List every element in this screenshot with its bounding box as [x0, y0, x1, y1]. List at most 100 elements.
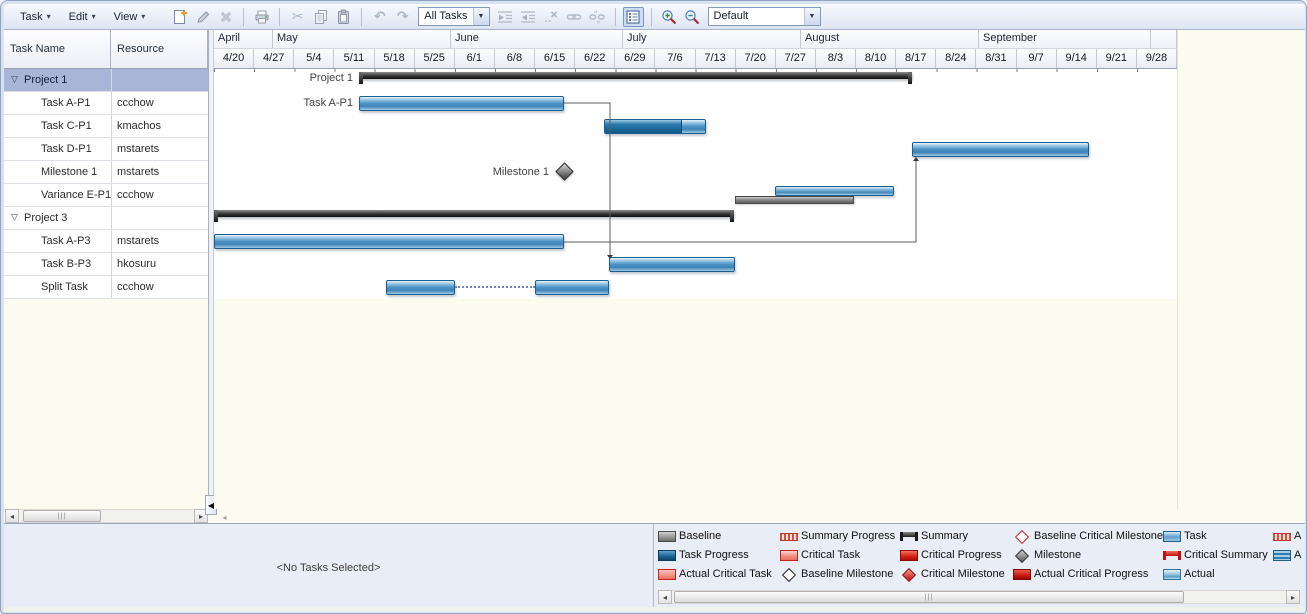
task-bar[interactable]: [604, 119, 706, 134]
legend-label: Summary Progress: [801, 530, 896, 542]
table-row[interactable]: Variance E-P1 ccchow: [4, 184, 208, 207]
view-preset-combobox[interactable]: Default ▼: [707, 7, 821, 26]
table-horizontal-scrollbar[interactable]: ◂ ||| ▸: [5, 509, 208, 523]
zoom-in-button[interactable]: [659, 7, 680, 27]
legend-label: Actual Critical Task: [679, 568, 772, 580]
toolbar-group-left: ✂ ↶ ↷: [169, 7, 413, 27]
outdent-button[interactable]: [518, 7, 539, 27]
scrollbar-track[interactable]: |||: [19, 509, 194, 523]
zoom-out-button[interactable]: [682, 7, 703, 27]
baseline-bar: [735, 196, 854, 204]
legend-swatch: [1013, 550, 1031, 561]
critical-progress-icon: [900, 549, 918, 561]
week-header-cell: 4/27: [254, 49, 295, 68]
cut-button[interactable]: ✂: [287, 7, 308, 27]
edit-task-button[interactable]: [192, 7, 213, 27]
undo-icon: ↶: [373, 8, 386, 25]
milestone-icon: [1013, 550, 1031, 561]
window-bottom-chrome: [4, 607, 1305, 612]
summary-bar[interactable]: [359, 72, 912, 84]
legend-label: Actual Critical Progress: [1034, 568, 1149, 580]
task-bar[interactable]: [535, 280, 609, 295]
table-row[interactable]: Task A-P1 ccchow: [4, 92, 208, 115]
combo-dropdown-button[interactable]: ▼: [803, 8, 820, 25]
week-header-cell: 8/10: [856, 49, 897, 68]
column-divider: [111, 276, 112, 298]
column-divider: [111, 69, 112, 91]
scroll-left-button[interactable]: ◂: [658, 590, 672, 604]
table-row[interactable]: Task A-P3 mstarets: [4, 230, 208, 253]
column-header-task-name[interactable]: Task Name: [4, 30, 111, 68]
redo-button[interactable]: ↷: [392, 7, 413, 27]
column-divider: [111, 230, 112, 252]
scroll-right-button[interactable]: ▸: [194, 509, 208, 523]
resource-cell: ccchow: [117, 189, 154, 201]
week-header-cell: 9/21: [1097, 49, 1137, 68]
unlink-button[interactable]: [587, 7, 608, 27]
task-bar[interactable]: [609, 257, 735, 272]
chart-scroll-left-button[interactable]: ◂: [222, 513, 227, 522]
menu-task[interactable]: Task ▾: [10, 8, 59, 26]
expand-toggle-icon[interactable]: ▽: [11, 74, 18, 84]
table-row[interactable]: Milestone 1 mstarets: [4, 161, 208, 184]
summary-progress-icon: [780, 531, 798, 542]
table-row[interactable]: Task C-P1 kmachos: [4, 115, 208, 138]
actual-bar[interactable]: [775, 186, 894, 196]
timeline-months-row: April May June July August September: [214, 30, 1177, 49]
legend-toggle-button[interactable]: [622, 6, 644, 27]
scroll-right-button[interactable]: ▸: [1286, 590, 1300, 604]
link-button[interactable]: [564, 7, 585, 27]
task-filter-combobox[interactable]: All Tasks ▼: [418, 7, 490, 26]
new-task-button[interactable]: [169, 7, 190, 27]
toolbar-separator: [650, 7, 652, 26]
week-header-cell: 6/29: [615, 49, 656, 68]
legend-swatch: [658, 549, 676, 561]
table-row[interactable]: ▽ Project 1: [4, 69, 208, 92]
delete-task-button[interactable]: [215, 7, 236, 27]
milestone-diamond[interactable]: [555, 162, 574, 181]
gantt-chart-area[interactable]: Project 1 Task A-P1 Milestone 1: [214, 69, 1177, 299]
undo-button[interactable]: ↶: [369, 7, 390, 27]
table-row[interactable]: Task B-P3 hkosuru: [4, 253, 208, 276]
week-header-cell: 8/24: [936, 49, 977, 68]
table-row[interactable]: ▽ Project 3: [4, 207, 208, 230]
task-bar[interactable]: [214, 234, 564, 249]
task-name-cell: Task A-P3: [41, 235, 91, 247]
legend-item: A: [1273, 549, 1301, 561]
summary-bar[interactable]: [214, 210, 734, 222]
menu-view-label: View: [113, 10, 138, 23]
scroll-left-button[interactable]: ◂: [5, 509, 19, 523]
task-bar[interactable]: [359, 96, 564, 111]
week-header-cell: 7/20: [736, 49, 776, 68]
copy-button[interactable]: [310, 7, 331, 27]
menu-edit[interactable]: Edit ▾: [59, 8, 104, 26]
scrollbar-thumb[interactable]: |||: [674, 591, 1184, 603]
column-divider: [111, 115, 112, 137]
task-bar[interactable]: [386, 280, 455, 295]
legend-item: Critical Summary: [1163, 549, 1268, 561]
expand-toggle-icon[interactable]: ▽: [11, 212, 18, 222]
no-selection-message: <No Tasks Selected>: [276, 562, 381, 574]
panel-splitter[interactable]: [208, 30, 214, 509]
table-row[interactable]: Split Task ccchow: [4, 276, 208, 299]
actual-icon: [1163, 568, 1181, 580]
paste-button[interactable]: [333, 7, 354, 27]
week-header-cell: 8/17: [896, 49, 937, 68]
print-button[interactable]: [251, 7, 272, 27]
combo-dropdown-button[interactable]: ▼: [472, 8, 489, 25]
legend-label: Critical Task: [801, 549, 861, 561]
column-header-resource[interactable]: Resource: [111, 30, 208, 68]
scrollbar-thumb[interactable]: |||: [23, 510, 101, 522]
remove-dependency-button[interactable]: [541, 7, 562, 27]
print-icon: [254, 9, 270, 25]
task-bar[interactable]: [912, 142, 1089, 157]
scrollbar-track[interactable]: |||: [672, 590, 1286, 604]
legend-swatch: [900, 531, 918, 541]
indent-button[interactable]: [495, 7, 516, 27]
legend-horizontal-scrollbar[interactable]: ◂ ||| ▸: [658, 590, 1300, 604]
legend-item: Task: [1163, 530, 1207, 542]
table-row[interactable]: Task D-P1 mstarets: [4, 138, 208, 161]
legend-item: Task Progress: [658, 549, 749, 561]
menu-view[interactable]: View ▾: [104, 8, 154, 26]
remove-dependency-icon: [543, 9, 559, 25]
